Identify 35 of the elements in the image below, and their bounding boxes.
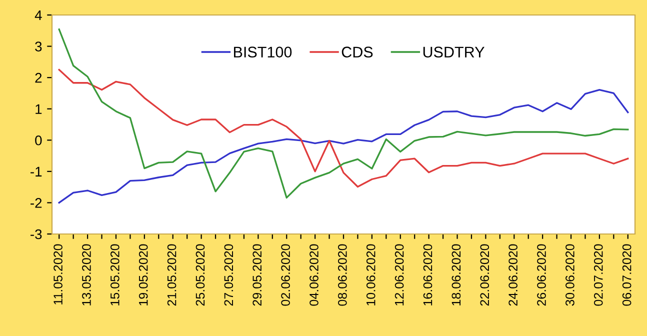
x-tick-label: 25.05.2020 <box>196 244 205 306</box>
x-tick-label: 22.06.2020 <box>480 244 490 306</box>
line-series <box>58 68 629 188</box>
legend-label: USDTRY <box>423 46 484 58</box>
x-tick-label: 15.05.2020 <box>110 244 120 306</box>
x-tick-label: 02.07.2020 <box>594 244 603 306</box>
x-tick-label: 18.06.2020 <box>452 244 461 306</box>
x-tick-label: 10.06.2020 <box>366 244 376 306</box>
x-tick-label: 16.06.2020 <box>423 244 432 306</box>
y-tick-label: 0 <box>35 135 42 146</box>
x-tick-label: 02.06.2020 <box>281 244 290 306</box>
x-tick-label: 21.05.2020 <box>167 244 176 306</box>
x-tick-label: 04.06.2020 <box>310 244 318 306</box>
x-tick-label: 19.05.2020 <box>138 244 148 306</box>
y-tick-label: -1 <box>30 166 42 176</box>
x-tick-label: 06.07.2020 <box>622 244 632 306</box>
x-tick-label: 11.05.2020 <box>54 244 62 304</box>
y-tick-label: -2 <box>30 198 42 208</box>
y-tick-label: -3 <box>30 229 42 240</box>
x-tick-label: 29.05.2020 <box>252 244 262 306</box>
line-series <box>58 28 629 199</box>
x-tick-label: 24.06.2020 <box>508 244 518 306</box>
x-tick-label: 13.05.2020 <box>82 244 91 306</box>
x-tick-label: 27.05.2020 <box>224 244 234 306</box>
y-tick-label: 1 <box>36 104 42 114</box>
y-tick-label: 3 <box>35 42 42 52</box>
x-tick-label: 30.06.2020 <box>566 244 574 306</box>
legend-label: BIST100 <box>234 46 292 58</box>
line-series <box>58 88 629 204</box>
y-tick-label: 4 <box>34 10 42 20</box>
legend-label: CDS <box>342 46 373 58</box>
x-tick-label: 08.06.2020 <box>338 244 347 306</box>
x-tick-label: 12.06.2020 <box>394 244 404 306</box>
x-tick-label: 26.06.2020 <box>537 244 546 306</box>
y-tick-label: 2 <box>35 72 42 83</box>
